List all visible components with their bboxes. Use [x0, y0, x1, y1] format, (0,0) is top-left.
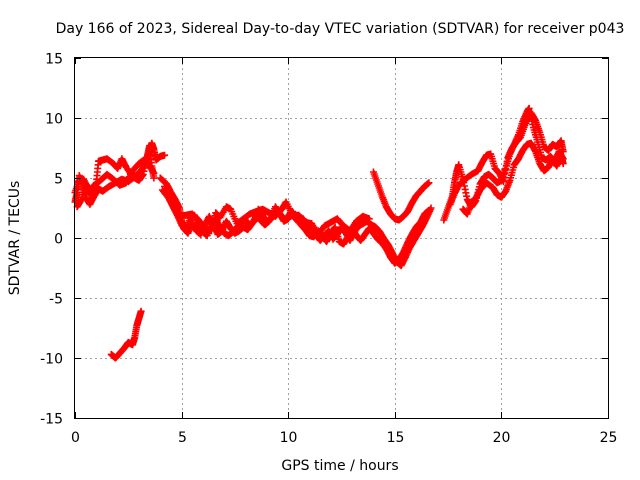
x-tick-label: 0 — [71, 430, 80, 446]
x-tick-label: 5 — [178, 430, 187, 446]
y-tick-label: 15 — [45, 52, 63, 68]
data-point-marker — [425, 206, 433, 214]
x-axis-label: GPS time / hours — [281, 458, 398, 474]
x-tick-label: 10 — [280, 430, 298, 446]
data-point-marker — [137, 307, 145, 315]
data-points — [71, 104, 567, 362]
data-point-marker — [365, 215, 373, 223]
x-tick-label: 20 — [493, 430, 511, 446]
data-point-marker — [425, 179, 433, 187]
y-tick-label: -15 — [40, 412, 63, 428]
data-point-marker — [150, 169, 158, 177]
data-point-marker — [559, 148, 567, 156]
x-tick-label: 25 — [600, 430, 618, 446]
y-axis-label: SDTVAR / TECUs — [7, 181, 23, 296]
x-tick-label: 15 — [387, 430, 405, 446]
y-tick-label: 5 — [54, 172, 63, 188]
y-tick-label: -10 — [40, 352, 63, 368]
y-tick-label: -5 — [49, 292, 63, 308]
data-point-marker — [161, 151, 169, 159]
chart-title: Day 166 of 2023, Sidereal Day-to-day VTE… — [56, 21, 625, 37]
plot-frame — [74, 57, 609, 419]
data-point-marker — [559, 160, 567, 168]
y-tick-label: 10 — [45, 112, 63, 128]
y-tick-label: 0 — [54, 232, 63, 248]
